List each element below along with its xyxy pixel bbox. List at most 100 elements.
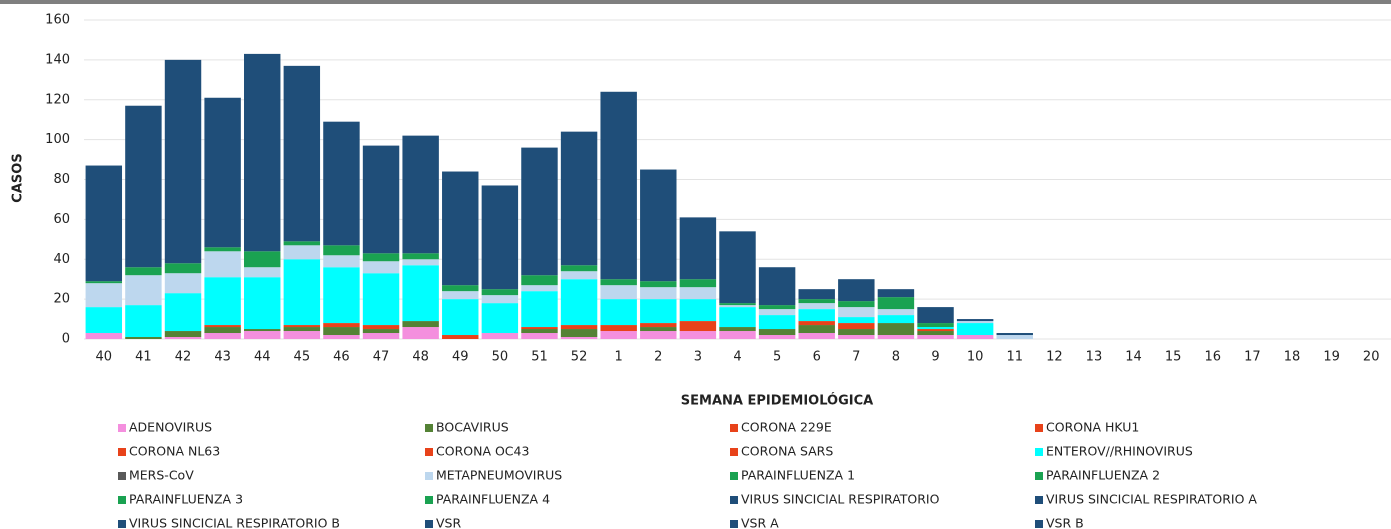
bar-segment — [719, 303, 756, 306]
bar-segment — [560, 279, 598, 326]
y-tick-label: 40 — [53, 252, 70, 267]
bar-segment — [323, 327, 360, 336]
x-tick-label: 51 — [531, 350, 548, 365]
bar-segment — [798, 303, 835, 310]
bar-segment — [877, 309, 915, 316]
x-tick-label: 47 — [373, 350, 390, 365]
bar-segment — [640, 169, 677, 282]
top-border — [0, 0, 1391, 4]
bar-segment — [164, 273, 202, 294]
bar-segment — [164, 59, 202, 264]
bar-segment — [481, 333, 519, 339]
x-tick-label: 3 — [694, 350, 702, 365]
bar-segment — [996, 335, 1033, 339]
bar-segment — [204, 277, 241, 326]
bar-segment — [679, 287, 717, 300]
legend-swatch — [118, 496, 126, 504]
bar-segment — [244, 251, 281, 268]
bar-segment — [481, 289, 519, 296]
x-axis-title: SEMANA EPIDEMIOLÓGICA — [681, 393, 873, 409]
x-tick-label: 49 — [452, 350, 469, 365]
bar-segment — [521, 333, 558, 339]
bar-segment — [204, 251, 241, 278]
bar-segment — [164, 337, 202, 339]
legend-swatch — [1035, 472, 1043, 480]
bar-segment — [323, 255, 360, 268]
bar-segment — [442, 291, 479, 300]
y-tick-label: 160 — [45, 13, 70, 28]
bar-segment — [719, 331, 756, 339]
legend-label: VIRUS SINCICIAL RESPIRATORIO — [741, 492, 940, 507]
bar-segment — [442, 171, 479, 286]
bar-segment — [600, 331, 637, 339]
bar-segment — [719, 307, 756, 328]
bar-segment — [323, 267, 360, 324]
x-tick-label: 5 — [773, 350, 781, 365]
bar-segment — [600, 285, 637, 300]
bar-segment — [640, 323, 677, 328]
bar-segment — [640, 299, 677, 324]
bar-segment — [640, 331, 677, 339]
bar-segment — [838, 279, 875, 302]
legend-swatch — [425, 496, 433, 504]
legend-swatch — [118, 472, 126, 480]
x-tick-label: 10 — [967, 350, 984, 365]
legend-swatch — [730, 472, 738, 480]
legend-swatch — [425, 448, 433, 456]
x-tick-label: 44 — [254, 350, 271, 365]
bar-segment — [402, 327, 439, 339]
x-tick-label: 41 — [135, 350, 152, 365]
x-tick-label: 50 — [492, 350, 509, 365]
bar-segment — [125, 105, 162, 268]
bar-segment — [838, 329, 875, 336]
x-tick-label: 7 — [852, 350, 860, 365]
bar-segment — [758, 335, 796, 339]
bar-segment — [600, 325, 637, 332]
y-tick-label: 60 — [53, 212, 70, 227]
bar-segment — [204, 333, 241, 339]
x-tick-label: 1 — [615, 350, 623, 365]
y-tick-label: 0 — [62, 332, 70, 347]
legend-label: PARAINFLUENZA 4 — [436, 492, 550, 507]
x-tick-label: 11 — [1006, 350, 1023, 365]
x-tick-label: 48 — [412, 350, 429, 365]
legend-label: ADENOVIRUS — [129, 420, 212, 435]
x-tick-label: 12 — [1046, 350, 1063, 365]
bar-segment — [600, 91, 637, 280]
bar-segment — [283, 325, 321, 328]
x-tick-label: 43 — [214, 350, 231, 365]
bar-segment — [283, 241, 321, 246]
bar-segment — [521, 291, 558, 328]
bar-segment — [600, 299, 637, 326]
bar-segment — [956, 319, 994, 322]
bar-segment — [758, 309, 796, 316]
legend-swatch — [118, 424, 126, 432]
bar-segment — [917, 329, 954, 332]
legend-label: MERS-CoV — [129, 468, 194, 483]
bar-segment — [560, 271, 598, 280]
bar-segment — [323, 323, 360, 328]
bar-segment — [283, 327, 321, 332]
legend-label: PARAINFLUENZA 2 — [1046, 468, 1160, 483]
bar-segment — [679, 279, 717, 288]
bar-segment — [362, 325, 400, 330]
legend-label: CORONA NL63 — [129, 444, 220, 459]
bar-segment — [402, 259, 439, 266]
legend-label: VIRUS SINCICIAL RESPIRATORIO A — [1046, 492, 1257, 507]
legend-label: CORONA HKU1 — [1046, 420, 1139, 435]
bar-segment — [402, 321, 439, 328]
bar-segment — [838, 323, 875, 330]
bar-segment — [560, 131, 598, 266]
x-tick-label: 17 — [1244, 350, 1261, 365]
bar-segment — [956, 323, 994, 336]
bar-segment — [838, 307, 875, 318]
bar-segment — [442, 299, 479, 336]
bar-segment — [917, 331, 954, 336]
x-tick-label: 40 — [96, 350, 113, 365]
legend-swatch — [425, 472, 433, 480]
x-tick-label: 52 — [571, 350, 588, 365]
bar-segment — [560, 337, 598, 339]
bar-segment — [917, 335, 954, 339]
bar-segment — [640, 287, 677, 300]
bar-segment — [838, 317, 875, 324]
